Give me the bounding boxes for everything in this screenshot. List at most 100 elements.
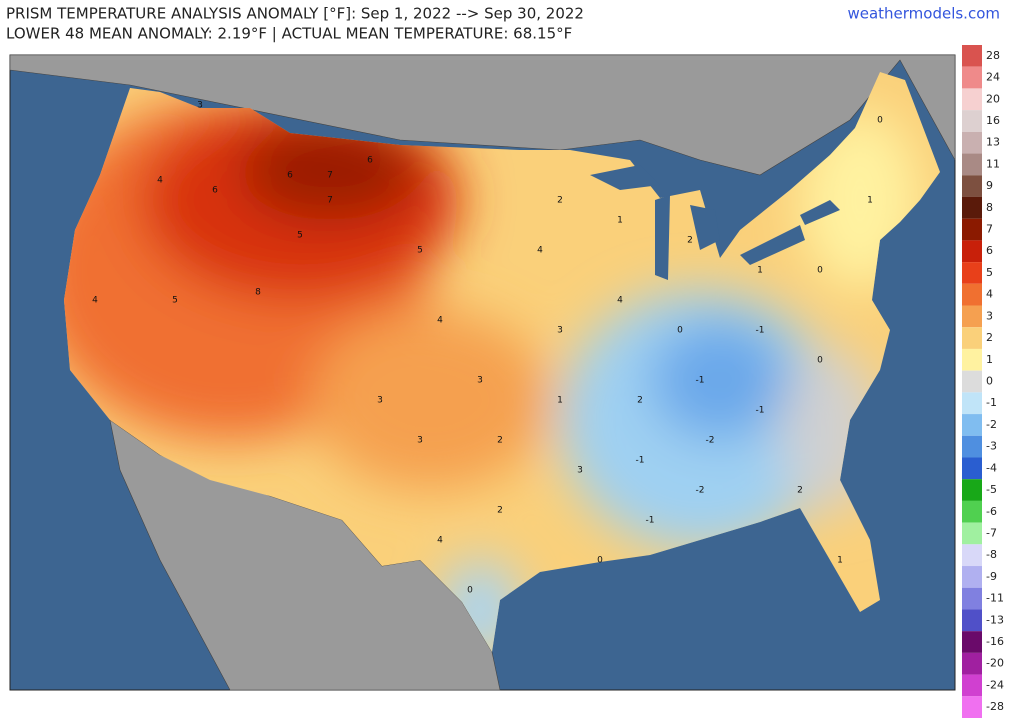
map-label: 3 <box>377 396 383 406</box>
map-label: 4 <box>437 536 443 546</box>
site-link[interactable]: weathermodels.com <box>847 5 1000 23</box>
map-label: 4 <box>437 316 443 326</box>
colorbar-label: -11 <box>986 592 1004 605</box>
colorbar-swatch <box>962 305 982 328</box>
colorbar: 28 24 20 16 13 11 9 8 7 6 5 4 3 2 1 0 -1 -2 -3 -4 -5 -6 -7 -8 -9… <box>962 45 1004 718</box>
colorbar-label: -9 <box>986 570 997 583</box>
map-label: 0 <box>677 326 683 336</box>
map-label: 4 <box>157 176 163 186</box>
colorbar-label: -4 <box>986 461 997 474</box>
map-label: 5 <box>172 296 178 306</box>
map-label: -2 <box>696 486 705 496</box>
colorbar-label: 4 <box>986 288 993 301</box>
map-label: 0 <box>597 556 603 566</box>
map-label: 1 <box>867 196 873 206</box>
colorbar-swatch <box>962 66 982 89</box>
colorbar-swatch <box>962 196 982 219</box>
map-label: 0 <box>817 356 823 366</box>
canada <box>9 54 956 176</box>
colorbar-swatch <box>962 348 982 371</box>
colorbar-label: -7 <box>986 526 997 539</box>
colorbar-swatch <box>962 392 982 415</box>
colorbar-swatch <box>962 131 982 154</box>
colorbar-swatch <box>962 587 982 610</box>
colorbar-swatch <box>962 544 982 567</box>
colorbar-swatch <box>962 110 982 132</box>
colorbar-swatch <box>962 674 982 697</box>
map-label: 1 <box>837 556 843 566</box>
colorbar-label: -24 <box>986 678 1004 691</box>
colorbar-swatch <box>962 88 982 111</box>
great-lakes <box>590 165 840 280</box>
colorbar-swatch <box>962 153 982 176</box>
colorbar-label: -1 <box>986 396 997 409</box>
map-label: 6 <box>212 186 218 196</box>
colorbar-swatch <box>962 283 982 306</box>
field-blob <box>310 310 550 490</box>
map-label: 5 <box>297 231 303 241</box>
colorbar-label: 13 <box>986 136 1000 149</box>
colorbar-swatch <box>962 370 982 393</box>
colorbar-label: 9 <box>986 179 993 192</box>
colorbar-label: 28 <box>986 49 1000 62</box>
map-label: 5 <box>417 246 423 256</box>
map-label: 2 <box>637 396 643 406</box>
map-label: 2 <box>497 436 503 446</box>
colorbar-label: 1 <box>986 353 993 366</box>
map-label: 1 <box>617 216 623 226</box>
colorbar-label: -6 <box>986 505 997 518</box>
subtitle: LOWER 48 MEAN ANOMALY: 2.19°F | ACTUAL M… <box>6 25 572 43</box>
colorbar-swatch <box>962 240 982 263</box>
colorbar-label: 7 <box>986 223 993 236</box>
map-label: -1 <box>696 376 705 386</box>
colorbar-label: 5 <box>986 266 993 279</box>
map-label: 1 <box>557 396 563 406</box>
colorbar-label: -13 <box>986 613 1004 626</box>
colorbar-label: 8 <box>986 201 993 214</box>
map-label: 6 <box>367 156 373 166</box>
map-label: 7 <box>327 171 333 181</box>
colorbar-swatch <box>962 522 982 545</box>
colorbar-label: 6 <box>986 244 993 257</box>
map-label: 8 <box>255 288 261 298</box>
map-label: 2 <box>797 486 803 496</box>
map-label: 7 <box>327 196 333 206</box>
map-labels: 3 4 6 6 7 5 7 6 4 5 8 5 4 3 2 3 4 3 4 2 1 2 1 0 -1 -1 0 -2 -1 -2 -1 0 1 2… <box>92 101 883 596</box>
colorbar-swatch <box>962 609 982 632</box>
colorbar-label: 16 <box>986 114 1000 127</box>
map-label: 3 <box>197 101 203 111</box>
colorbar-label: -3 <box>986 440 997 453</box>
colorbar-label: -8 <box>986 548 997 561</box>
colorbar-swatch <box>962 652 982 675</box>
colorbar-label: 0 <box>986 375 993 388</box>
colorbar-swatch <box>962 262 982 284</box>
colorbar-swatch <box>962 175 982 197</box>
field-blob <box>650 320 790 440</box>
colorbar-label: 3 <box>986 309 993 322</box>
map-label: 4 <box>92 296 98 306</box>
map-label: -1 <box>646 516 655 526</box>
map-label: 6 <box>287 171 293 181</box>
colorbar-label: -28 <box>986 700 1004 713</box>
map-label: -1 <box>636 456 645 466</box>
colorbar-swatch <box>962 479 982 501</box>
colorbar-label: -2 <box>986 418 997 431</box>
map-label: 4 <box>537 246 543 256</box>
map-label: 2 <box>687 236 693 246</box>
colorbar-swatch <box>962 327 982 349</box>
colorbar-label: -16 <box>986 635 1004 648</box>
map-label: 3 <box>417 436 423 446</box>
colorbar-label: 2 <box>986 331 993 344</box>
colorbar-swatch <box>962 457 982 480</box>
map-label: -1 <box>756 326 765 336</box>
map-label: 3 <box>577 466 583 476</box>
map-label: 3 <box>557 326 563 336</box>
colorbar-swatch <box>962 631 982 653</box>
colorbar-swatch <box>962 218 982 241</box>
colorbar-label: -20 <box>986 657 1004 670</box>
colorbar-swatch <box>962 45 982 67</box>
colorbar-swatch <box>962 500 982 523</box>
colorbar-label: -5 <box>986 483 997 496</box>
map-label: 3 <box>477 376 483 386</box>
map-label: 2 <box>497 506 503 516</box>
